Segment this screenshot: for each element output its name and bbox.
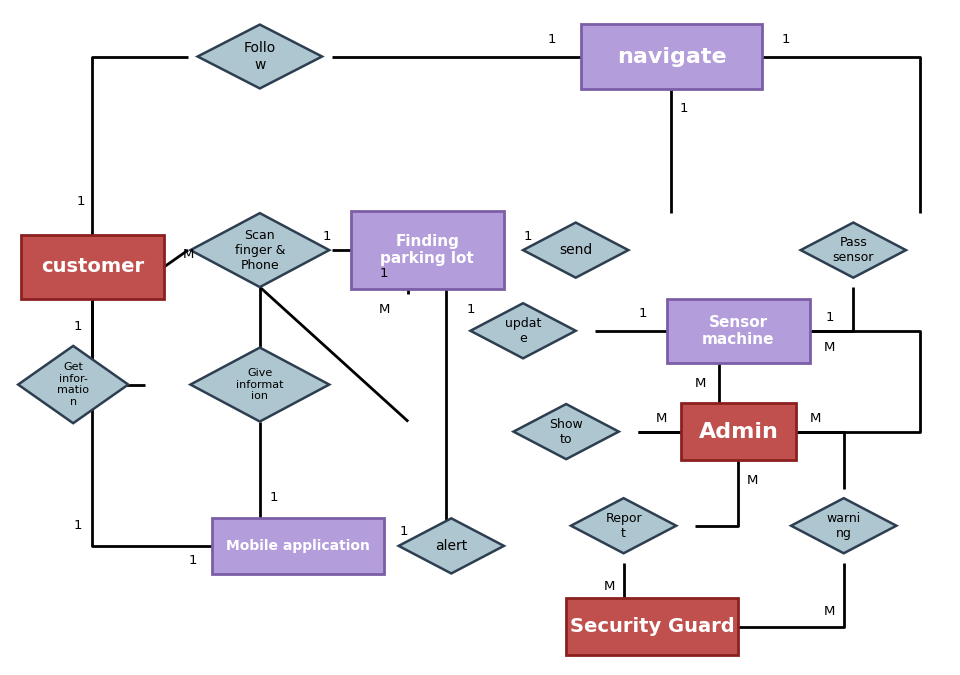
- Text: Show
to: Show to: [549, 418, 583, 446]
- Polygon shape: [801, 223, 906, 277]
- Text: 1: 1: [77, 194, 85, 207]
- Text: warni
ng: warni ng: [827, 512, 861, 540]
- Text: M: M: [604, 580, 615, 593]
- Text: 1: 1: [638, 308, 647, 321]
- Text: Give
informat
ion: Give informat ion: [236, 368, 283, 401]
- Text: 1: 1: [680, 103, 688, 115]
- Text: 1: 1: [323, 230, 331, 243]
- Polygon shape: [470, 303, 576, 358]
- Polygon shape: [523, 223, 629, 277]
- Text: updat
e: updat e: [505, 317, 541, 345]
- Polygon shape: [190, 348, 329, 421]
- Text: 1: 1: [380, 267, 389, 280]
- Text: Follo
w: Follo w: [244, 41, 276, 72]
- Text: M: M: [657, 412, 667, 425]
- Text: M: M: [809, 412, 821, 425]
- Polygon shape: [18, 346, 129, 423]
- FancyBboxPatch shape: [566, 598, 738, 655]
- Text: M: M: [694, 377, 706, 389]
- Text: Finding
parking lot: Finding parking lot: [380, 234, 474, 267]
- Text: 1: 1: [826, 310, 833, 324]
- Text: Pass
sensor: Pass sensor: [832, 236, 874, 264]
- Text: 1: 1: [399, 524, 408, 537]
- Polygon shape: [791, 498, 897, 554]
- Text: Repor
t: Repor t: [605, 512, 642, 540]
- Text: M: M: [378, 303, 390, 316]
- Text: Admin: Admin: [699, 422, 779, 441]
- Text: 1: 1: [74, 519, 83, 532]
- FancyBboxPatch shape: [20, 235, 164, 299]
- Text: 1: 1: [467, 303, 474, 316]
- Text: 1: 1: [188, 554, 197, 567]
- FancyBboxPatch shape: [212, 518, 384, 574]
- Text: customer: customer: [40, 257, 144, 277]
- FancyBboxPatch shape: [681, 404, 796, 460]
- FancyBboxPatch shape: [581, 24, 762, 89]
- Polygon shape: [198, 24, 322, 88]
- FancyBboxPatch shape: [350, 211, 504, 289]
- Text: Sensor
machine: Sensor machine: [702, 315, 775, 347]
- Text: 1: 1: [547, 33, 556, 46]
- Text: send: send: [559, 243, 592, 257]
- Polygon shape: [398, 518, 504, 574]
- Text: M: M: [824, 605, 835, 618]
- Text: M: M: [824, 341, 835, 354]
- Text: Scan
finger &
Phone: Scan finger & Phone: [234, 229, 285, 271]
- Text: navigate: navigate: [616, 47, 727, 67]
- Polygon shape: [514, 404, 619, 459]
- Text: Mobile application: Mobile application: [227, 539, 370, 553]
- Text: alert: alert: [435, 539, 468, 553]
- Text: 1: 1: [523, 230, 532, 243]
- Text: 1: 1: [270, 491, 278, 504]
- FancyBboxPatch shape: [666, 298, 810, 363]
- Polygon shape: [190, 213, 329, 287]
- Text: Get
infor-
matio
n: Get infor- matio n: [58, 362, 89, 407]
- Text: Security Guard: Security Guard: [570, 617, 734, 636]
- Text: M: M: [182, 248, 194, 261]
- Text: 1: 1: [74, 319, 83, 333]
- Text: 1: 1: [782, 33, 791, 46]
- Text: M: M: [747, 473, 758, 487]
- Polygon shape: [571, 498, 676, 554]
